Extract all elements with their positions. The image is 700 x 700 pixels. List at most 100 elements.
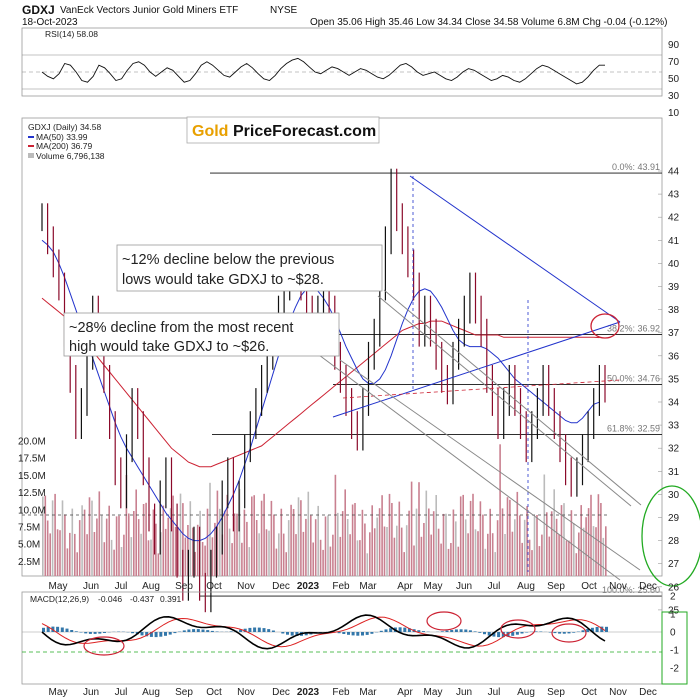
x-tick-label: Apr bbox=[397, 687, 413, 698]
rsi-tick-label: 90 bbox=[668, 40, 680, 51]
volume-bar bbox=[487, 533, 489, 576]
volume-bar bbox=[49, 533, 51, 576]
projection-line-2b bbox=[314, 351, 621, 581]
volume-bar bbox=[98, 491, 101, 576]
volume-bar bbox=[462, 494, 464, 576]
logo-priceforecast: PriceForecast.com bbox=[233, 123, 376, 140]
volume-bar bbox=[575, 553, 578, 576]
volume-bar bbox=[526, 506, 528, 576]
x-axis-bottom: May Jun Jul Aug Sep Oct Nov Dec 2023 Feb Mar Apr May… bbox=[49, 687, 657, 698]
x-tick-label: Jul bbox=[115, 581, 128, 592]
volume-bar bbox=[381, 495, 383, 576]
projection-line-2a bbox=[339, 359, 641, 571]
macd-hist-bar bbox=[567, 632, 571, 634]
macd-hist-bar bbox=[347, 632, 350, 635]
note-box-black bbox=[63, 312, 340, 357]
macd-hist-bar bbox=[168, 632, 172, 635]
macd-hist-bar bbox=[520, 632, 524, 634]
volume-bar bbox=[563, 503, 565, 576]
macd-hist-bar bbox=[548, 632, 552, 633]
note-red-line2: lows would take GDXJ to ~$28. bbox=[122, 272, 324, 288]
volume-bar bbox=[361, 509, 364, 576]
chart-instrument-name: VanEck Vectors Junior Gold Miners ETF bbox=[60, 5, 238, 16]
volume-bar bbox=[150, 539, 152, 576]
volume-bar bbox=[54, 493, 56, 576]
price-tick-label: 28 bbox=[668, 536, 680, 547]
macd-hist-bar bbox=[65, 628, 69, 632]
macd-hist-bar bbox=[295, 632, 299, 636]
volume-bar bbox=[258, 533, 260, 576]
volume-bar bbox=[383, 526, 386, 576]
volume-bar bbox=[214, 522, 216, 576]
volume-bar bbox=[432, 511, 435, 576]
volume-bar bbox=[398, 501, 401, 576]
macd-hist-bar bbox=[492, 632, 496, 637]
volume-bar bbox=[268, 530, 270, 576]
macd-hist-bar bbox=[173, 632, 177, 634]
macd-hist-bar bbox=[182, 630, 186, 632]
volume-bar bbox=[378, 508, 381, 576]
volume-bar bbox=[216, 490, 219, 576]
volume-bar bbox=[499, 444, 501, 576]
volume-bar bbox=[405, 525, 408, 576]
volume-bar bbox=[233, 513, 236, 576]
rsi-line bbox=[41, 57, 605, 85]
macd-hist-bar bbox=[145, 632, 149, 637]
volume-bars bbox=[42, 444, 607, 576]
volume-bar bbox=[42, 496, 44, 576]
macd-hist-bar bbox=[473, 631, 477, 632]
volume-bar bbox=[221, 534, 224, 576]
volume-bar bbox=[533, 516, 536, 576]
volume-bar bbox=[467, 533, 469, 576]
volume-bar bbox=[356, 540, 359, 576]
volume-bar bbox=[538, 546, 541, 576]
volume-bar bbox=[253, 495, 255, 576]
volume-bar bbox=[450, 543, 452, 576]
volume-bar bbox=[341, 511, 344, 576]
macd-tick-label: -1 bbox=[670, 646, 679, 657]
macd-hist-bar bbox=[590, 627, 594, 632]
x-tick-label: Aug bbox=[142, 581, 160, 592]
volume-bar bbox=[125, 475, 128, 576]
macd-hist-bar bbox=[42, 627, 45, 632]
volume-bar bbox=[246, 521, 248, 576]
x-tick-label: Oct bbox=[206, 581, 222, 592]
volume-bar bbox=[280, 508, 283, 576]
macd-hist-bar bbox=[483, 632, 486, 635]
volume-bar bbox=[263, 493, 265, 576]
trendline-red-dashed bbox=[342, 379, 621, 399]
volume-bar bbox=[282, 533, 285, 576]
macd-hist-bar bbox=[407, 628, 411, 632]
volume-bar bbox=[472, 493, 474, 576]
macd-hist-bar bbox=[501, 632, 505, 638]
volume-bar bbox=[86, 534, 88, 576]
x-tick-label: Jun bbox=[83, 687, 99, 698]
volume-bar bbox=[83, 509, 86, 576]
macd-hist-bar bbox=[417, 630, 421, 632]
volume-bar bbox=[192, 527, 194, 576]
volume-bar bbox=[560, 505, 563, 576]
volume-bar bbox=[403, 552, 405, 576]
volume-bar bbox=[391, 503, 393, 576]
rsi-axis: 90 70 50 30 10 bbox=[668, 40, 680, 119]
x-tick-label: Nov bbox=[237, 687, 255, 698]
volume-bar bbox=[226, 494, 228, 576]
macd-hist-bar bbox=[286, 632, 289, 635]
volume-bar bbox=[393, 537, 396, 576]
x-tick-label: Jul bbox=[488, 581, 501, 592]
volume-bar bbox=[290, 504, 292, 576]
x-tick-label: Mar bbox=[359, 687, 377, 698]
macd-hist-bar bbox=[379, 630, 383, 632]
x-tick-label: Jun bbox=[456, 581, 472, 592]
x-tick-label: Dec bbox=[639, 581, 657, 592]
fib-label: 0.0%: 43.91 bbox=[612, 162, 660, 172]
volume-bar bbox=[152, 509, 155, 576]
rsi-tick-label: 10 bbox=[668, 108, 680, 119]
volume-bar bbox=[184, 537, 187, 576]
volume-bar bbox=[464, 519, 467, 576]
volume-bar bbox=[78, 520, 81, 576]
volume-bar bbox=[550, 511, 553, 576]
macd-panel bbox=[21, 591, 663, 685]
volume-bar bbox=[371, 505, 373, 576]
macd-hist-bar bbox=[361, 632, 364, 636]
